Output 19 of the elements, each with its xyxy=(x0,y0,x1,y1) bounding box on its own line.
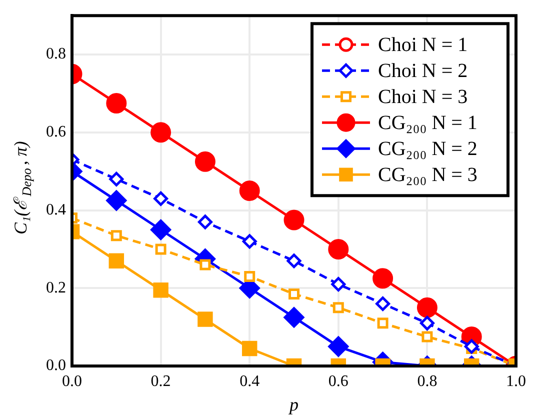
x-tick-label: 0.2 xyxy=(150,372,171,390)
x-tick-label: 0.6 xyxy=(328,372,348,390)
x-axis-title: p xyxy=(288,394,298,415)
legend-label: CG₂₀₀ N = 1 xyxy=(378,112,478,134)
x-tick-label: 0.0 xyxy=(62,372,82,390)
legend-label: CG₂₀₀ N = 3 xyxy=(378,164,478,186)
legend-label: CG₂₀₀ N = 2 xyxy=(378,138,478,160)
legend-label: Choi N = 1 xyxy=(378,34,468,56)
legend-label: Choi N = 3 xyxy=(378,86,468,108)
y-tick-label: 0.8 xyxy=(46,46,66,63)
y-tick-label: 0.4 xyxy=(46,201,66,218)
y-tick-label: 0.0 xyxy=(46,357,66,374)
y-axis-title: C₁(ℰDepo, π) xyxy=(10,141,34,235)
legend-label: Choi N = 2 xyxy=(378,60,468,82)
y-tick-label: 0.2 xyxy=(46,279,66,296)
x-tick-label: 0.8 xyxy=(417,372,438,390)
y-tick-label: 0.6 xyxy=(46,124,66,141)
x-tick-label: 0.4 xyxy=(240,372,260,390)
x-tick-label: 1.0 xyxy=(506,372,526,390)
